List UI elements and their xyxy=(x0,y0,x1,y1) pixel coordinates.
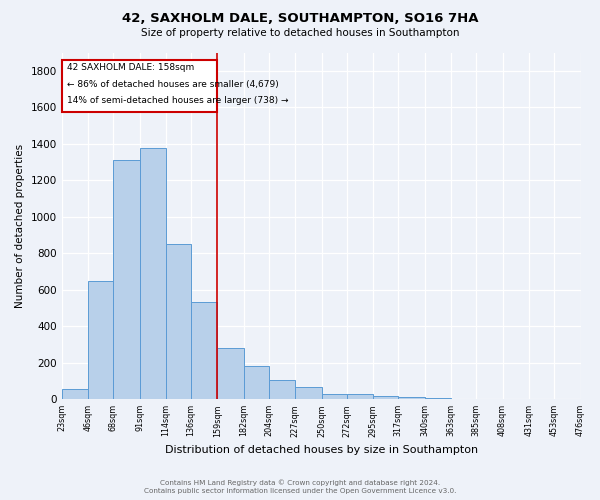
Bar xyxy=(140,148,166,399)
Bar xyxy=(244,366,269,399)
Text: 42 SAXHOLM DALE: 158sqm: 42 SAXHOLM DALE: 158sqm xyxy=(67,64,194,72)
Bar xyxy=(425,398,451,399)
Bar xyxy=(217,348,244,399)
FancyBboxPatch shape xyxy=(62,60,217,112)
Y-axis label: Number of detached properties: Number of detached properties xyxy=(15,144,25,308)
Bar xyxy=(322,394,347,399)
Text: Contains HM Land Registry data © Crown copyright and database right 2024.
Contai: Contains HM Land Registry data © Crown c… xyxy=(144,479,456,494)
Bar xyxy=(398,398,425,399)
Bar xyxy=(166,244,191,399)
Bar xyxy=(191,302,217,399)
Text: ← 86% of detached houses are smaller (4,679): ← 86% of detached houses are smaller (4,… xyxy=(67,80,279,89)
Text: Size of property relative to detached houses in Southampton: Size of property relative to detached ho… xyxy=(141,28,459,38)
Bar xyxy=(88,282,113,399)
Text: 14% of semi-detached houses are larger (738) →: 14% of semi-detached houses are larger (… xyxy=(67,96,289,106)
Bar xyxy=(295,388,322,399)
Bar xyxy=(62,389,88,399)
Text: 42, SAXHOLM DALE, SOUTHAMPTON, SO16 7HA: 42, SAXHOLM DALE, SOUTHAMPTON, SO16 7HA xyxy=(122,12,478,26)
Bar xyxy=(373,396,398,399)
Bar xyxy=(113,160,140,399)
Bar xyxy=(269,380,295,399)
X-axis label: Distribution of detached houses by size in Southampton: Distribution of detached houses by size … xyxy=(164,445,478,455)
Bar xyxy=(347,394,373,399)
